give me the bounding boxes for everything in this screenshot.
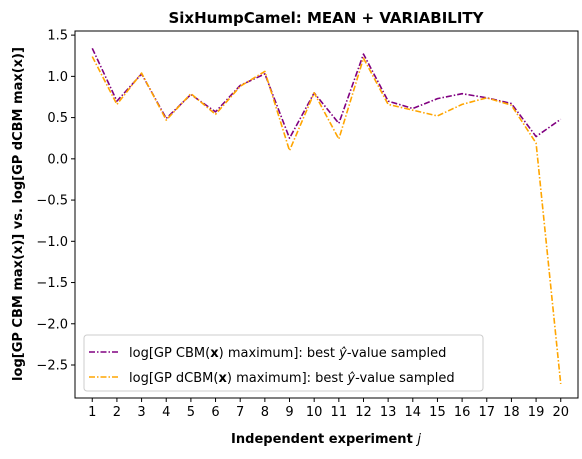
y-tick-label: −1.0 [36, 235, 68, 250]
chart-title: SixHumpCamel: MEAN + VARIABILITY [168, 9, 484, 27]
series-line-cbm [91, 47, 562, 140]
x-tick-label: 10 [306, 405, 323, 420]
plot-frame [74, 30, 579, 399]
x-tick-label: 12 [355, 405, 372, 420]
x-tick-label: 8 [261, 405, 269, 420]
x-tick-label: 1 [88, 405, 96, 420]
x-tick-label: 16 [454, 405, 471, 420]
x-tick-label: 15 [429, 405, 446, 420]
legend-entry-dcbm: log[GP dCBM(x) maximum]: best ŷ-value sa… [129, 371, 455, 386]
x-tick-label: 19 [528, 405, 545, 420]
y-tick-label: −2.0 [36, 317, 68, 332]
x-tick-label: 20 [552, 405, 569, 420]
x-tick-label: 18 [503, 405, 520, 420]
legend-entry-cbm: log[GP CBM(x) maximum]: best ŷ-value sam… [129, 346, 446, 361]
x-axis: 1 2 3 4 5 6 7 8 9 10 11 12 13 14 15 16 17 18 19 20 [88, 398, 569, 420]
x-tick-label: 14 [405, 405, 422, 420]
y-axis: 1.5 1.0 0.5 0.0 −0.5 −1.0 −1.5 −2.0 −2.5 [36, 29, 75, 374]
x-tick-label: 6 [211, 405, 219, 420]
y-tick-label: −2.5 [36, 359, 68, 374]
plot-area [74, 30, 579, 399]
series-line-dcbm [91, 56, 562, 385]
x-tick-label: 7 [236, 405, 244, 420]
x-tick-label: 17 [478, 405, 495, 420]
x-axis-label: Independent experiment j [231, 432, 421, 447]
y-tick-label: 1.5 [47, 29, 68, 44]
y-tick-label: 0.5 [47, 111, 68, 126]
y-tick-label: −0.5 [36, 194, 68, 209]
series-lines [91, 47, 562, 385]
x-tick-label: 11 [331, 405, 348, 420]
y-axis-label: log[GP CBM max(x)] vs. log[GP dCBM max(x… [11, 47, 26, 381]
x-tick-label: 4 [162, 405, 170, 420]
x-tick-label: 5 [187, 405, 195, 420]
y-tick-label: −1.5 [36, 276, 68, 291]
x-tick-label: 9 [285, 405, 293, 420]
y-tick-label: 1.0 [47, 70, 68, 85]
legend-box [83, 334, 484, 392]
x-tick-label: 2 [113, 405, 121, 420]
x-tick-label: 13 [380, 405, 397, 420]
legend: log[GP CBM(x) maximum]: best ŷ-value sam… [83, 334, 484, 392]
x-tick-label: 3 [137, 405, 145, 420]
y-tick-label: 0.0 [47, 152, 68, 167]
